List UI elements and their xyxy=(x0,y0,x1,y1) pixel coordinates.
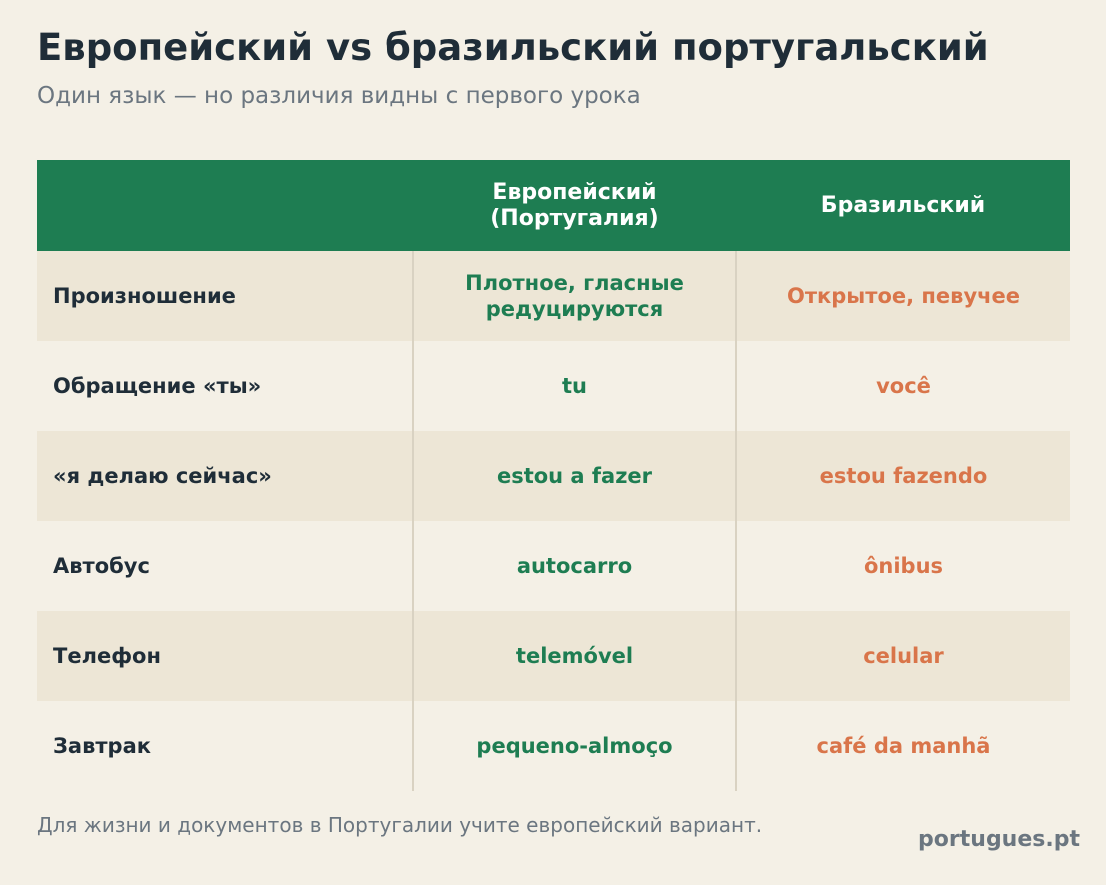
table-row: «я делаю сейчас» estou a fazer estou fazen… xyxy=(37,431,1070,521)
row-label: «я делаю сейчас» xyxy=(37,431,413,521)
brand: portugues.pt xyxy=(918,827,1080,852)
row-label: Телефон xyxy=(37,611,413,701)
row-label: Обращение «ты» xyxy=(53,374,262,398)
cell: você xyxy=(876,374,931,398)
header-cell: Европейский (Португалия) xyxy=(413,160,736,251)
cell: telemóvel xyxy=(412,611,737,701)
header-row: Европейский (Португалия) Бразильский xyxy=(37,160,1070,251)
header-cell: Бразильский xyxy=(736,160,1070,251)
cell: pequeno-almoço xyxy=(412,701,737,791)
cell: estou a fazer xyxy=(412,431,737,521)
cell: tu xyxy=(412,341,737,431)
cell: Открытое, певучее xyxy=(736,251,1070,341)
title: Европейский vs бразильский португальский xyxy=(37,26,989,69)
cell: ônibus xyxy=(863,554,944,578)
table-body: Произношение Плотное, гласные редуцируютс… xyxy=(37,251,1070,791)
table-row: Завтрак pequeno-almoço café da manhã xyxy=(37,701,1070,791)
subtitle: Один язык — но различия видны с первого … xyxy=(37,83,641,109)
footer-note: Для жизни и документов в Португалии учит… xyxy=(37,813,763,837)
cell: Плотное, гласные редуцируются xyxy=(412,251,737,341)
table-row: Обращение «ты» tu você xyxy=(37,341,1070,431)
cell: estou fazendo xyxy=(736,431,1070,521)
cell: celular xyxy=(736,611,1070,701)
table-row: Телефон telemóvel celular xyxy=(37,611,1070,701)
table-row: Произношение Плотное, гласные редуцируютс… xyxy=(37,251,1070,341)
cell: café da manhã xyxy=(816,734,991,758)
table-row: Автобус autocarro ônibus xyxy=(37,521,1070,611)
header-cell xyxy=(37,160,413,251)
row-label: Произношение xyxy=(37,251,413,341)
cell: autocarro xyxy=(412,521,737,611)
comparison-table: Европейский (Португалия) Бразильский Про… xyxy=(37,160,1070,791)
row-label: Автобус xyxy=(53,554,150,578)
row-label: Завтрак xyxy=(53,734,152,758)
